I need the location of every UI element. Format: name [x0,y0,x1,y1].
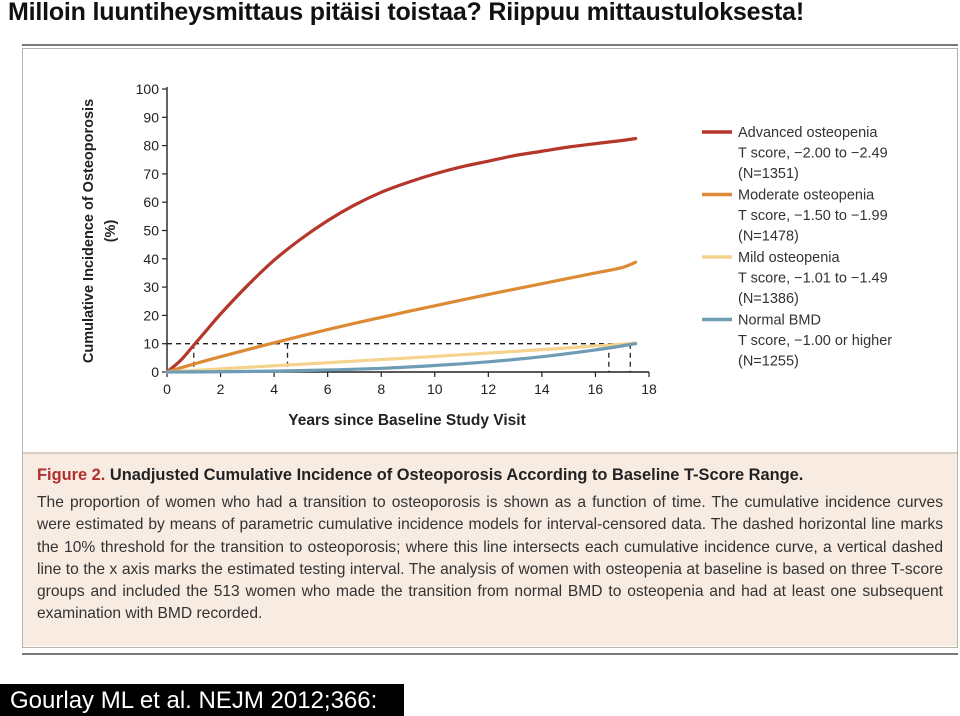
y-tick-label: 40 [143,251,159,267]
legend-text-advanced-osteopenia: (N=1351) [738,166,799,182]
axes: 0 10 20 30 40 50 60 70 80 90 100 0 2 4 6 8 10 12 14 16 18 [136,81,657,397]
legend-text-mild-osteopenia: T score, −1.01 to −1.49 [738,271,888,287]
y-tick-label: 20 [143,307,159,323]
y-tick-label: 60 [143,194,159,210]
legend-text-mild-osteopenia: Mild osteopenia [738,250,840,266]
legend-text-moderate-osteopenia: (N=1478) [738,229,799,245]
series-line-moderate-osteopenia [165,260,638,374]
y-tick-label: 80 [143,138,159,154]
x-tick-label: 10 [427,381,443,397]
y-tick-label: 70 [143,166,159,182]
legend-text-moderate-osteopenia: T score, −1.50 to −1.99 [738,208,888,224]
legend-text-advanced-osteopenia: Advanced osteopenia [738,125,878,141]
legend-text-normal-bmd: (N=1255) [738,354,799,370]
legend-text-moderate-osteopenia: Moderate osteopenia [738,188,875,204]
y-axis-label: Cumulative Incidence of Osteoporosis (%) [81,99,119,363]
series-lines [165,136,638,374]
legend-text-mild-osteopenia: (N=1386) [738,291,799,307]
slide-title: Milloin luuntiheysmittaus pitäisi toista… [8,0,805,26]
legend-text-advanced-osteopenia: T score, −2.00 to −2.49 [738,146,888,162]
x-tick-label: 12 [481,381,497,397]
x-tick-label: 14 [534,381,550,397]
x-tick-label: 16 [588,381,604,397]
y-tick-label: 50 [143,223,159,239]
citation: Gourlay ML et al. NEJM 2012;366: [0,684,404,716]
bottom-divider [22,653,958,655]
legend: Advanced osteopenia T score, −2.00 to −2.… [702,125,892,370]
y-tick-label: 90 [143,109,159,125]
legend-text-normal-bmd: T score, −1.00 or higher [738,333,892,349]
x-axis-label: Years since Baseline Study Visit [288,412,526,429]
y-axis-label-line2: (%) [103,220,119,243]
x-tick-label: 0 [163,381,171,397]
y-tick-label: 10 [143,336,159,352]
x-tick-label: 6 [324,381,332,397]
caption-title: Unadjusted Cumulative Incidence of Osteo… [109,466,804,484]
incidence-chart: Cumulative Incidence of Osteoporosis (%)… [81,81,892,429]
x-tick-label: 2 [217,381,225,397]
y-tick-label: 100 [136,81,160,97]
figure-label: Figure 2. [37,466,106,484]
figure-caption: Figure 2. Unadjusted Cumulative Incidenc… [23,452,957,646]
series-line-normal-bmd [165,342,638,374]
title-divider [22,44,958,46]
series-line-mild-osteopenia [165,341,638,374]
y-tick-label: 30 [143,279,159,295]
x-tick-label: 18 [641,381,657,397]
caption-body: The proportion of women who had a transi… [37,494,943,623]
x-tick-label: 4 [270,381,278,397]
caption-title-line: Figure 2. Unadjusted Cumulative Incidenc… [37,464,943,487]
legend-text-normal-bmd: Normal BMD [738,313,821,329]
series-line-advanced-osteopenia [165,136,638,374]
y-axis-label-line1: Cumulative Incidence of Osteoporosis [81,99,97,363]
x-tick-label: 8 [377,381,385,397]
y-tick-label: 0 [151,364,159,380]
